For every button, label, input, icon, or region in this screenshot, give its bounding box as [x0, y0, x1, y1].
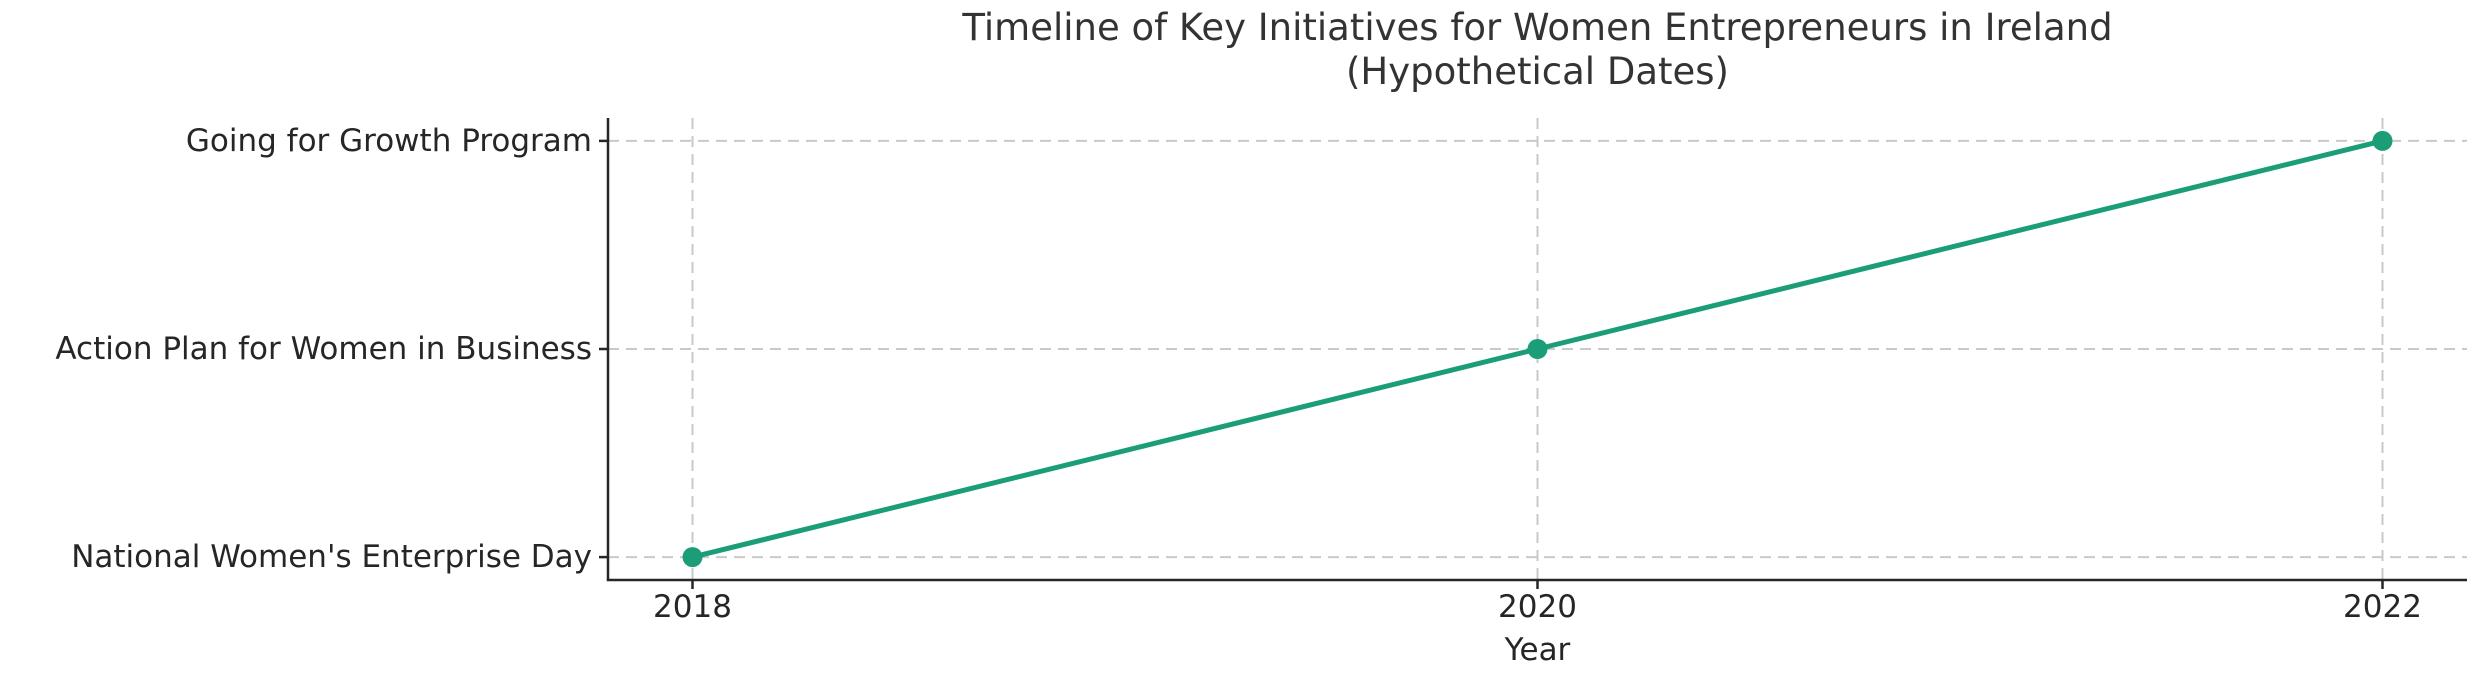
y-tick-label: National Women's Enterprise Day — [71, 539, 592, 575]
y-tick-label: Going for Growth Program — [186, 123, 592, 159]
x-axis-label: Year — [1504, 632, 1571, 668]
chart-title: Timeline of Key Initiatives for Women En… — [962, 6, 2113, 93]
data-point-marker — [682, 547, 703, 568]
x-tick-label: 2022 — [2343, 589, 2422, 625]
y-tick-label: Action Plan for Women in Business — [55, 331, 592, 367]
data-point-marker — [1527, 339, 1548, 359]
x-tick-label: 2020 — [1498, 589, 1577, 625]
x-tick-label: 2018 — [653, 589, 732, 625]
data-point-marker — [2372, 130, 2393, 151]
